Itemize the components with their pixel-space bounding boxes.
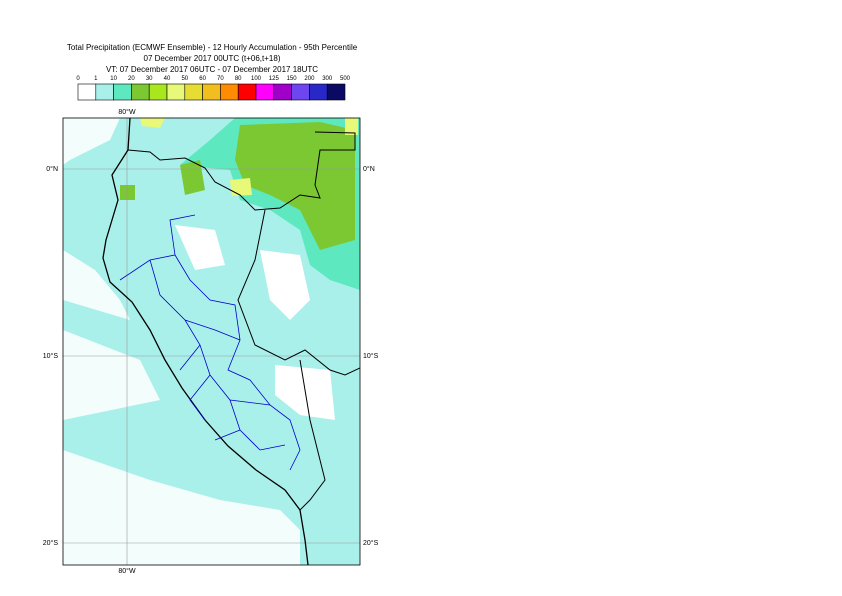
lat-label: 20°S	[363, 539, 379, 547]
heavy-area	[140, 118, 358, 196]
title: Total Precipitation (ECMWF Ensemble) - 1…	[67, 43, 358, 52]
legend-swatch	[148, 83, 168, 101]
legend: 0 1 10 20 30 40 50 60 70 80 100 125 150 200 300 500	[76, 76, 351, 101]
graticule	[63, 118, 360, 565]
legend-swatch	[166, 83, 186, 101]
lat-label: 0°N	[46, 165, 58, 173]
legend-swatch	[309, 83, 328, 101]
valid-time: VT: 07 December 2017 06UTC - 07 December…	[106, 65, 318, 74]
legend-swatch	[184, 83, 203, 101]
legend-label: 60	[199, 76, 206, 82]
lon-label: 80°W	[118, 567, 136, 575]
legend-swatch	[237, 83, 257, 101]
legend-swatch	[95, 83, 114, 101]
legend-label: 30	[146, 76, 153, 82]
legend-swatch	[131, 83, 150, 101]
map-frame	[62, 117, 361, 566]
legend-label: 50	[181, 76, 188, 82]
legend-label: 500	[340, 76, 351, 82]
lat-label: 10°S	[363, 352, 379, 360]
legend-label: 125	[269, 76, 280, 82]
lat-label: 0°N	[363, 165, 375, 173]
legend-swatch	[77, 83, 97, 101]
regions	[119, 214, 301, 471]
dry-area	[63, 118, 300, 565]
legend-swatch	[326, 83, 346, 101]
legend-label: 40	[164, 76, 171, 82]
legend-label: 200	[304, 76, 315, 82]
legend-label: 0	[76, 76, 80, 82]
legend-label: 10	[110, 76, 117, 82]
legend-label: 70	[217, 76, 224, 82]
legend-swatch	[273, 83, 292, 101]
lat-label: 10°S	[43, 352, 59, 360]
border	[127, 131, 360, 511]
map	[63, 118, 360, 565]
legend-swatch	[202, 83, 221, 101]
legend-swatch	[113, 83, 132, 101]
legend-label: 150	[287, 76, 298, 82]
legend-label: 300	[322, 76, 333, 82]
lat-label: 20°S	[43, 539, 59, 547]
coastline	[102, 118, 309, 565]
lon-label: 80°W	[118, 108, 136, 116]
legend-label: 1	[94, 76, 98, 82]
legend-label: 100	[251, 76, 262, 82]
dry-area	[175, 225, 335, 420]
legend-swatch	[220, 83, 239, 101]
subtitle: 07 December 2017 00UTC (t+06,t+18)	[144, 54, 281, 63]
legend-swatch	[291, 83, 310, 101]
legend-swatch	[255, 83, 275, 101]
legend-label: 80	[235, 76, 242, 82]
legend-label: 20	[128, 76, 135, 82]
wet-area	[120, 122, 355, 250]
